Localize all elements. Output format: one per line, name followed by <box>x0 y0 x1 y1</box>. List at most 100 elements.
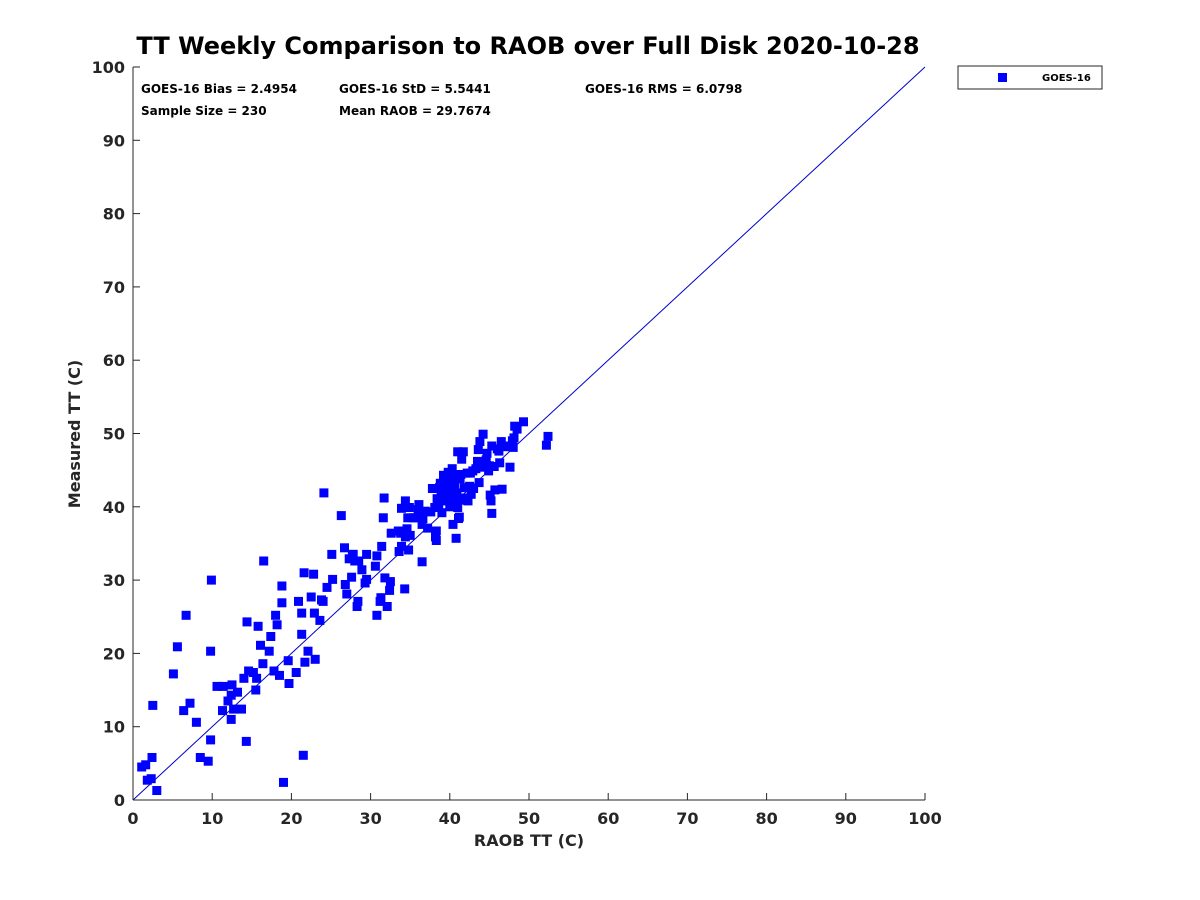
data-point-goes16 <box>400 532 410 542</box>
data-point-goes16 <box>486 496 496 506</box>
data-point-goes16 <box>348 549 358 559</box>
data-point-goes16 <box>336 511 346 521</box>
data-point-goes16 <box>474 478 484 488</box>
data-point-goes16 <box>509 433 519 443</box>
data-point-goes16 <box>402 524 412 534</box>
data-point-goes16 <box>397 541 406 551</box>
data-point-goes16 <box>352 602 362 611</box>
data-point-goes16 <box>206 646 216 656</box>
chart-title: TT Weekly Comparison to RAOB over Full D… <box>136 32 919 60</box>
data-point-goes16 <box>457 454 467 464</box>
data-point-goes16 <box>298 750 308 760</box>
data-point-goes16 <box>451 533 461 543</box>
data-point-goes16 <box>218 681 228 691</box>
data-point-goes16 <box>450 473 460 482</box>
data-point-goes16 <box>275 670 284 680</box>
data-point-goes16 <box>299 568 309 578</box>
x-tick-label: 90 <box>835 809 857 828</box>
data-point-goes16 <box>195 753 205 762</box>
data-point-goes16 <box>277 598 287 608</box>
data-point-goes16 <box>403 513 413 523</box>
data-point-goes16 <box>442 481 452 490</box>
plot-area <box>132 66 926 801</box>
data-point-goes16 <box>435 478 445 488</box>
data-point-goes16 <box>487 441 497 451</box>
data-point-goes16 <box>541 440 551 450</box>
data-point-goes16 <box>396 528 406 538</box>
data-point-goes16 <box>453 503 463 512</box>
data-point-goes16 <box>512 424 522 434</box>
data-point-goes16 <box>519 417 528 427</box>
data-point-goes16 <box>445 502 455 512</box>
data-point-goes16 <box>494 446 504 456</box>
data-point-goes16 <box>427 484 437 493</box>
data-point-goes16 <box>253 621 263 631</box>
data-point-goes16 <box>382 602 392 611</box>
data-points-layer <box>137 417 553 795</box>
y-tick-label: 60 <box>103 351 125 370</box>
data-point-goes16 <box>342 589 352 599</box>
data-point-goes16 <box>226 690 236 700</box>
data-point-goes16 <box>450 482 460 492</box>
stat-sample-size: Sample Size = 230 <box>141 104 267 118</box>
legend: GOES-16 <box>957 65 1103 90</box>
data-point-goes16 <box>543 431 553 441</box>
data-point-goes16 <box>434 503 444 512</box>
data-point-goes16 <box>147 753 157 762</box>
data-point-goes16 <box>411 513 421 523</box>
data-point-goes16 <box>284 679 294 688</box>
y-tick-label: 20 <box>103 644 125 663</box>
x-ticks: 0 10 20 30 40 50 60 70 80 90 100 <box>127 793 942 828</box>
stat-rms: GOES-16 RMS = 6.0798 <box>585 82 742 96</box>
data-point-goes16 <box>473 445 483 455</box>
data-point-goes16 <box>168 669 178 679</box>
data-point-goes16 <box>318 596 328 606</box>
data-point-goes16 <box>327 549 337 559</box>
data-point-goes16 <box>471 464 481 474</box>
x-tick-label: 0 <box>127 809 138 828</box>
data-point-goes16 <box>315 615 325 625</box>
data-point-goes16 <box>478 429 488 439</box>
data-point-goes16 <box>319 488 329 498</box>
data-point-goes16 <box>251 685 261 695</box>
data-point-goes16 <box>458 447 468 457</box>
stat-mean-raob: Mean RAOB = 29.7674 <box>339 104 491 118</box>
x-tick-label: 80 <box>755 809 777 828</box>
data-point-goes16 <box>405 530 415 540</box>
data-point-goes16 <box>379 493 389 503</box>
data-point-goes16 <box>481 455 491 465</box>
data-point-goes16 <box>283 656 293 666</box>
data-point-goes16 <box>241 736 251 746</box>
data-point-goes16 <box>442 495 452 505</box>
data-point-goes16 <box>372 610 382 620</box>
data-point-goes16 <box>473 456 482 466</box>
data-point-goes16 <box>475 437 485 447</box>
data-point-goes16 <box>459 483 469 493</box>
data-point-goes16 <box>259 556 269 566</box>
data-point-goes16 <box>272 620 282 630</box>
data-point-goes16 <box>309 569 319 579</box>
y-tick-label: 70 <box>103 278 125 297</box>
x-tick-label: 20 <box>280 809 302 828</box>
data-point-goes16 <box>437 508 447 518</box>
data-point-goes16 <box>489 462 499 471</box>
data-point-goes16 <box>328 574 338 584</box>
data-point-goes16 <box>418 514 428 523</box>
data-point-goes16 <box>252 673 262 683</box>
data-point-goes16 <box>431 536 441 545</box>
data-point-goes16 <box>417 519 427 529</box>
x-tick-label: 50 <box>518 809 540 828</box>
data-point-goes16 <box>454 512 464 522</box>
legend-marker-goes16 <box>998 73 1007 82</box>
data-point-goes16 <box>297 608 307 618</box>
data-point-goes16 <box>148 700 158 710</box>
data-point-goes16 <box>452 488 462 498</box>
data-point-goes16 <box>404 503 414 512</box>
data-point-goes16 <box>502 442 512 452</box>
data-point-goes16 <box>362 574 372 584</box>
data-point-goes16 <box>248 668 258 677</box>
data-point-goes16 <box>447 464 457 474</box>
data-point-goes16 <box>309 608 319 618</box>
data-point-goes16 <box>223 696 233 706</box>
